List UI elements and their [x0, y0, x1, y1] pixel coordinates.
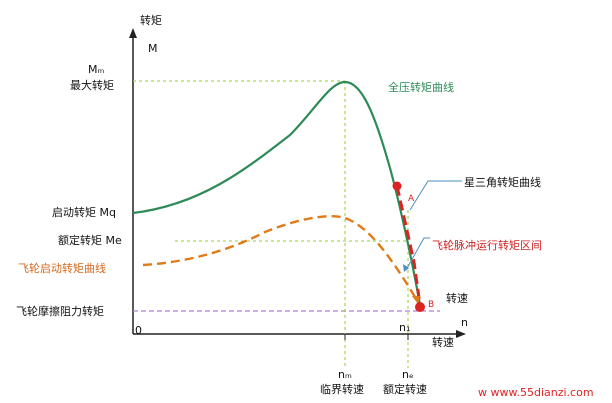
pulse-region-label: 飞轮脉冲运行转矩区间	[432, 238, 542, 252]
rated-torque-label: 额定转矩 Me	[58, 233, 122, 247]
x-axis-arrow	[456, 330, 466, 338]
point-b-marker	[415, 302, 425, 312]
friction-torque-label: 飞轮摩擦阻力转矩	[16, 304, 104, 318]
pulse-pointer-arrow	[403, 264, 409, 272]
pulse-arrow-head	[412, 296, 420, 304]
marker-a-label: A	[408, 194, 415, 204]
flywheel-start-torque-label: 飞轮启动转矩曲线	[18, 261, 106, 275]
full-voltage-torque-curve	[132, 80, 422, 306]
flywheel-start-torque-curve	[142, 214, 420, 303]
watermark-text: w www.55dianzi.com	[478, 386, 594, 399]
point-a-marker	[392, 181, 402, 191]
x-axis-title: 转速	[446, 291, 468, 305]
pulse-region-pointer	[405, 237, 430, 271]
y-axis-arrow	[129, 28, 137, 38]
x-under-symbol: 转速	[432, 335, 454, 349]
mm-symbol-label: Mₘ	[88, 63, 104, 76]
ne-symbol-label: nₑ	[402, 368, 414, 381]
critical-speed-label: 临界转速	[320, 382, 364, 396]
nm-symbol-label: nₘ	[338, 368, 352, 381]
n1-symbol-label: n₁	[399, 321, 410, 334]
rated-speed-label: 额定转速	[383, 382, 427, 396]
star-delta-pointer	[409, 180, 462, 211]
marker-b-label: B	[428, 300, 434, 310]
full-voltage-curve-label: 全压转矩曲线	[388, 80, 454, 94]
pulse-torque-segment	[395, 185, 422, 306]
y-axis-title: 转矩	[140, 13, 162, 27]
start-torque-label: 启动转矩 Mq	[52, 205, 116, 219]
y-axis-symbol: M	[148, 42, 158, 55]
origin-label: 0	[135, 324, 142, 337]
star-delta-curve-label: 星三角转矩曲线	[464, 175, 541, 189]
max-torque-label: 最大转矩	[70, 78, 114, 92]
x-axis-symbol: n	[461, 316, 468, 329]
